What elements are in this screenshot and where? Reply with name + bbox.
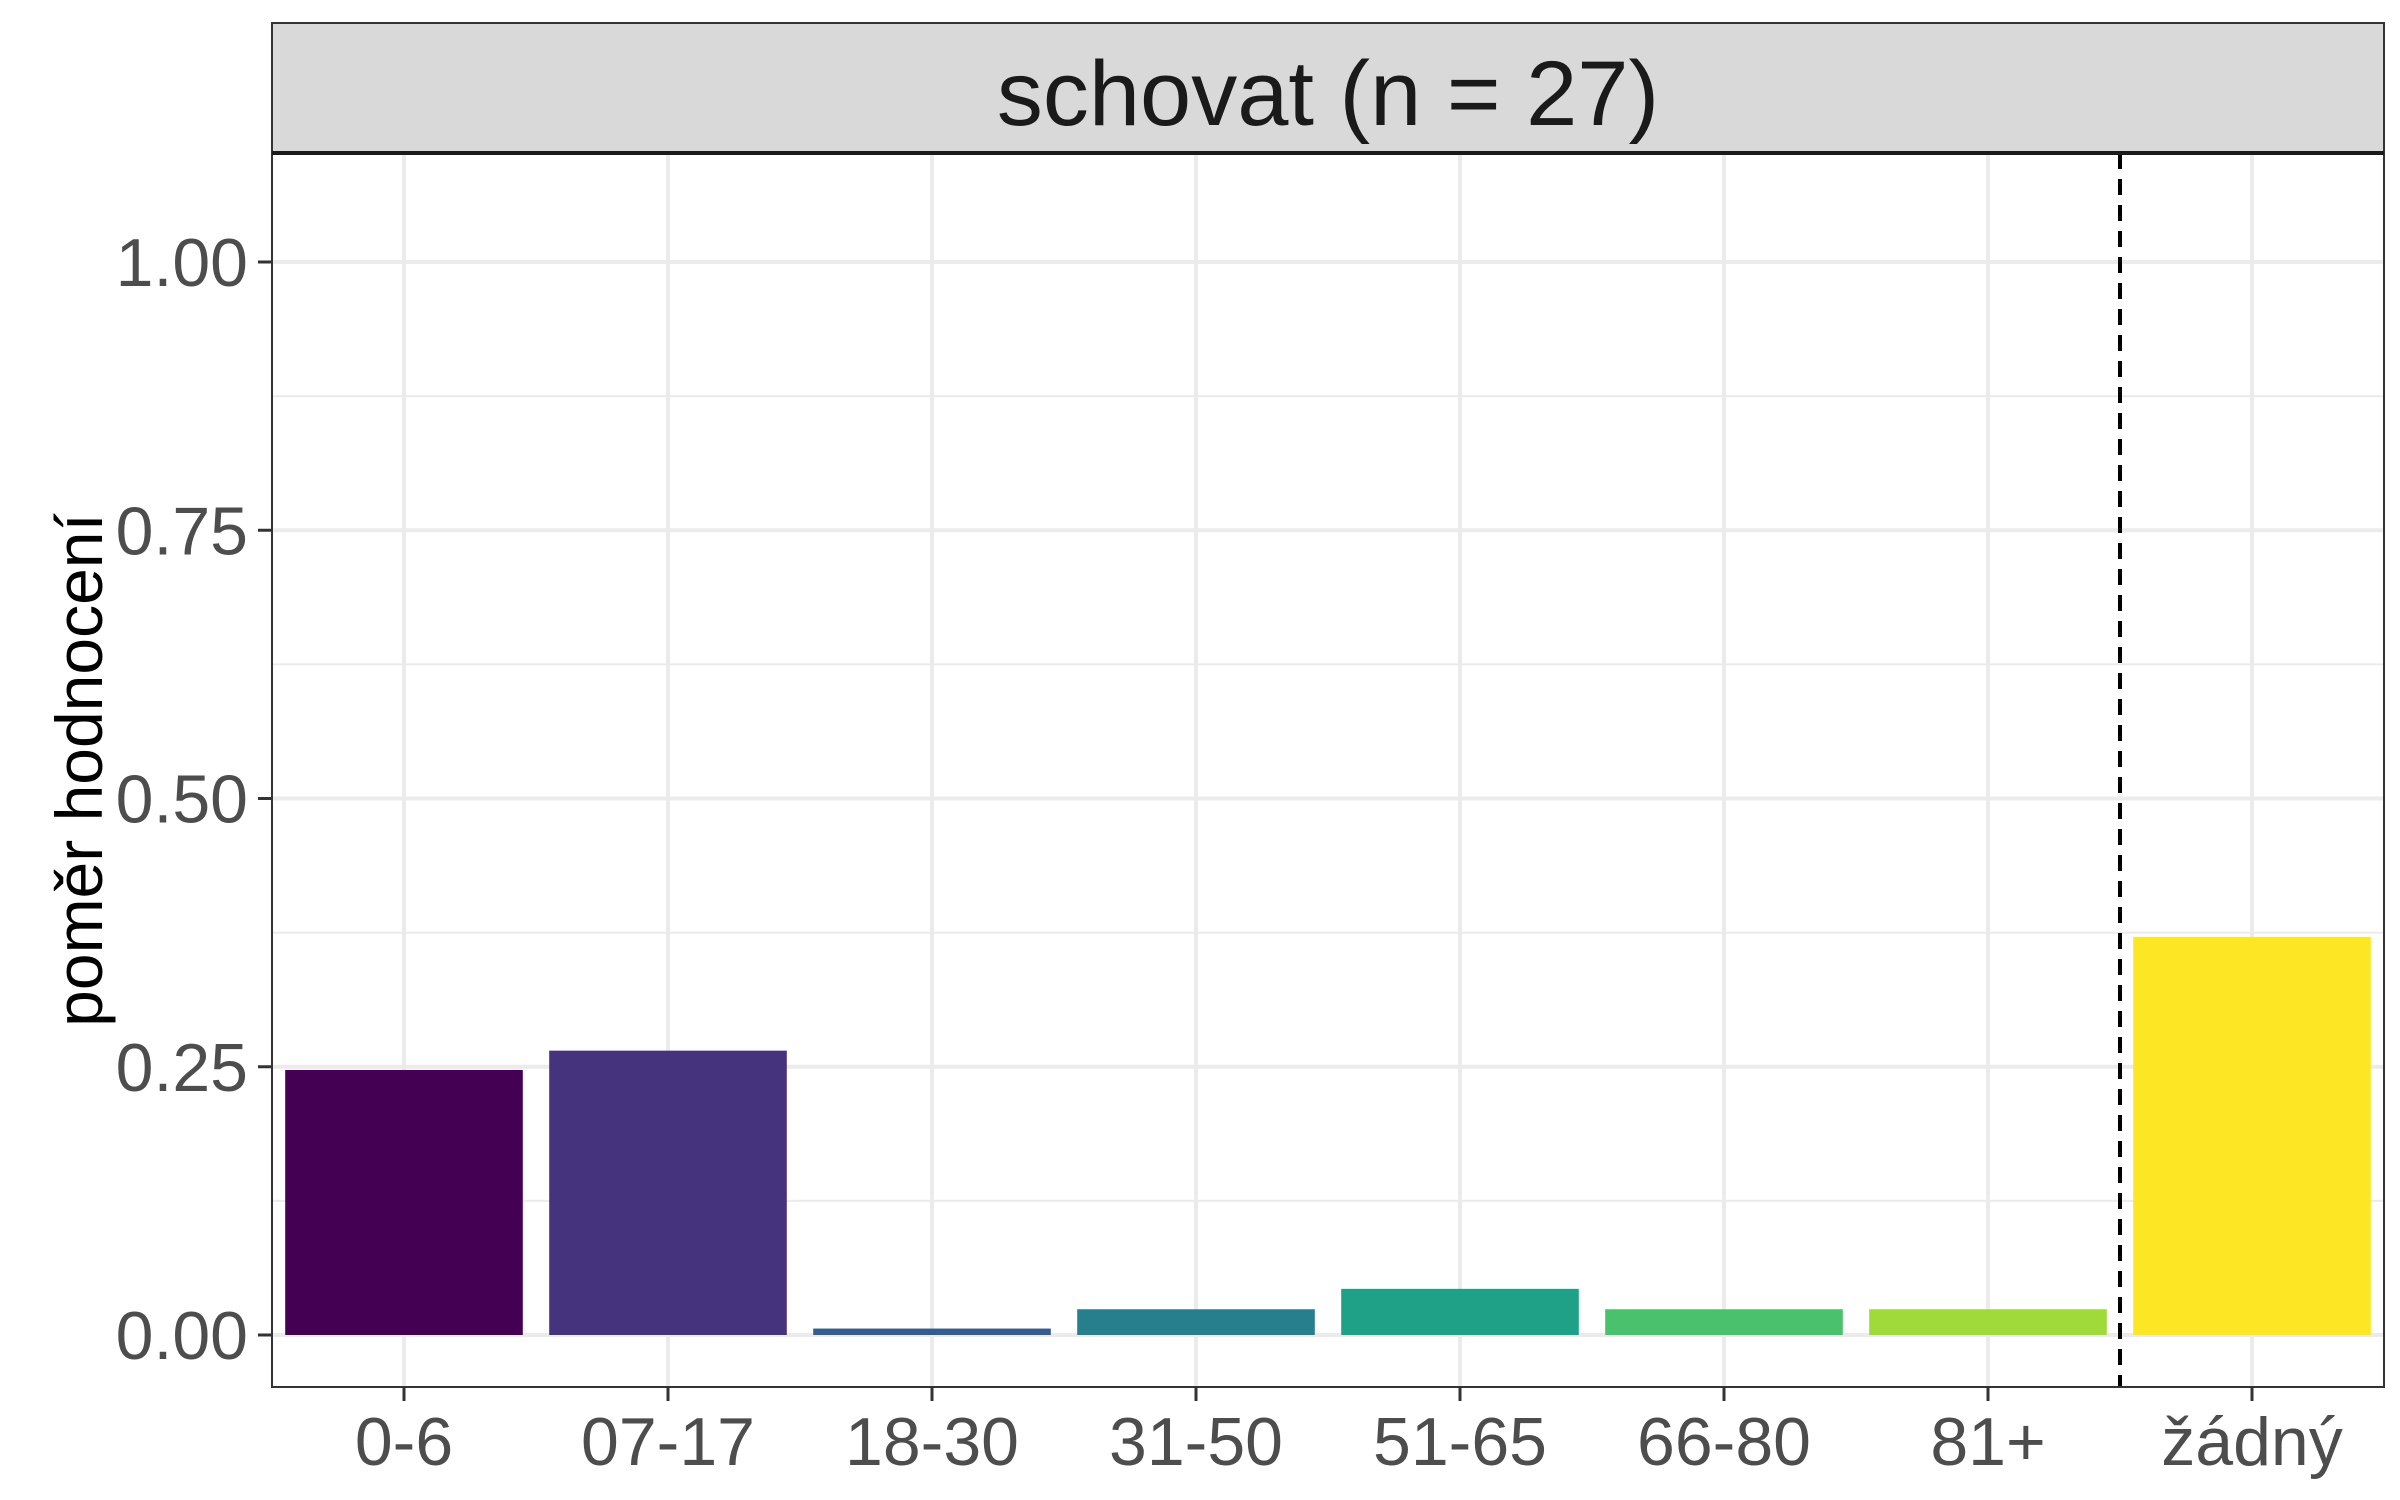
x-tick-label: 07-17: [581, 1404, 755, 1480]
bar-18-30: [813, 1328, 1051, 1335]
strip-background: [271, 22, 2385, 154]
y-tick-label: 1.00: [116, 225, 248, 301]
y-tick-label: 0.50: [116, 762, 248, 838]
bar-07-17: [549, 1050, 787, 1335]
bar-žádný: [2133, 936, 2371, 1335]
y-tick-label: 0.25: [116, 1030, 248, 1106]
y-tick-label: 0.75: [116, 493, 248, 569]
x-tick-label: 18-30: [845, 1404, 1019, 1480]
y-axis-ticks: 0.00 0.25 0.50 0.75 1.00: [116, 225, 272, 1374]
x-tick-label: žádný: [2161, 1404, 2342, 1480]
y-tick-label: 0.00: [116, 1298, 248, 1374]
bar-51-65: [1341, 1288, 1579, 1335]
facet-title: schovat (n = 27): [997, 43, 1659, 145]
bar-31-50: [1077, 1309, 1315, 1335]
bars: [285, 936, 2371, 1335]
x-tick-label: 31-50: [1109, 1404, 1283, 1480]
bar-66-80: [1605, 1309, 1843, 1335]
x-tick-label: 66-80: [1637, 1404, 1811, 1480]
x-axis-ticks: 0-6 07-17 18-30 31-50 51-65 66-80 81+ žádný: [355, 1387, 2343, 1480]
x-tick-label: 81+: [1930, 1404, 2045, 1480]
bar-81+: [1869, 1309, 2107, 1335]
bar-0-6: [285, 1069, 523, 1335]
x-tick-label: 51-65: [1373, 1404, 1547, 1480]
y-axis-title: poměr hodnocení: [42, 512, 116, 1026]
x-tick-label: 0-6: [355, 1404, 453, 1480]
